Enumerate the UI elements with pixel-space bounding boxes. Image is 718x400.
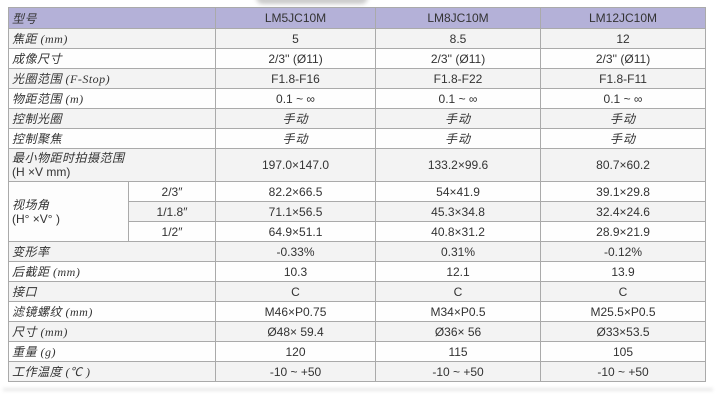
- spec-value: 197.0×147.0: [215, 148, 377, 182]
- header-model-label: 型号: [7, 7, 217, 29]
- spec-value: -0.12%: [540, 241, 707, 262]
- row-label: 接口: [7, 281, 217, 302]
- spec-value: M34×P0.5: [375, 301, 542, 322]
- spec-value: 12: [540, 28, 707, 49]
- row-label: 光圈范围 (F-Stop): [7, 68, 217, 89]
- spec-value: 71.1×56.5: [215, 201, 377, 222]
- spec-value: -10 ~ +50: [215, 361, 377, 382]
- spec-value: C: [215, 281, 377, 302]
- spec-value: -0.33%: [215, 241, 377, 262]
- fov-label-line1: 视场角: [12, 197, 50, 212]
- partial-element-fragment: [256, 0, 368, 4]
- row-operating-temp: 工作温度 (℃ ) -10 ~ +50 -10 ~ +50 -10 ~ +50: [7, 361, 707, 382]
- row-weight: 重量 (g) 120 115 105: [7, 341, 707, 362]
- spec-value: M46×P0.75: [215, 301, 377, 322]
- spec-value: 手动: [215, 108, 377, 129]
- spec-value: 手动: [375, 108, 542, 129]
- row-fov-1-1-8: 1/1.8″ 71.1×56.5 45.3×34.8 32.4×24.6: [9, 201, 707, 222]
- row-focal-length: 焦距 (mm) 5 8.5 12: [7, 28, 707, 49]
- row-dimensions: 尺寸 (mm) Ø48× 59.4 Ø36× 56 Ø33×53.5: [7, 321, 707, 342]
- row-label-line1: 最小物距时拍摄范围: [12, 151, 125, 165]
- row-distortion: 变形率 -0.33% 0.31% -0.12%: [7, 241, 707, 262]
- row-label: 控制光圈: [7, 108, 217, 129]
- row-label: 尺寸 (mm): [7, 321, 217, 342]
- spec-value: 12.1: [375, 261, 542, 282]
- spec-value: 64.9×51.1: [215, 221, 377, 242]
- spec-value: 40.8×31.2: [375, 221, 542, 242]
- spec-value: 2/3'' (Ø11): [375, 48, 542, 69]
- fov-sensor-size: 1/2″: [127, 221, 217, 242]
- row-back-focal: 后截距 (mm) 10.3 12.1 13.9: [7, 261, 707, 282]
- spec-value: Ø33×53.5: [540, 321, 707, 342]
- spec-value: 0.1 ~ ∞: [375, 88, 542, 109]
- row-image-size: 成像尺寸 2/3'' (Ø11) 2/3'' (Ø11) 2/3'' (Ø11): [7, 48, 707, 69]
- spec-value: 手动: [540, 128, 707, 149]
- spec-value: 39.1×29.8: [540, 181, 707, 202]
- fov-sensor-size: 1/1.8″: [127, 201, 217, 222]
- spec-value: 54×41.9: [375, 181, 542, 202]
- row-label: 物距范围 (m): [7, 88, 217, 109]
- fov-sensor-size: 2/3″: [127, 181, 217, 202]
- lens-spec-table: 型号 LM5JC10M LM8JC10M LM12JC10M 焦距 (mm) 5…: [7, 7, 707, 382]
- row-label: 焦距 (mm): [7, 28, 217, 49]
- row-fov-2-3: 视场角 (H° ×V° ) 2/3″ 82.2×66.5 54×41.9 39.…: [8, 181, 707, 242]
- header-model-lm12: LM12JC10M: [540, 7, 707, 29]
- row-label: 控制聚焦: [7, 128, 217, 149]
- row-fstop-range: 光圈范围 (F-Stop) F1.8-F16 F1.8-F22 F1.8-F11: [7, 68, 707, 89]
- spec-value: 45.3×34.8: [375, 201, 542, 222]
- spec-value: Ø36× 56: [375, 321, 542, 342]
- spec-value: 0.1 ~ ∞: [215, 88, 377, 109]
- spec-value: 0.1 ~ ∞: [540, 88, 707, 109]
- spec-value: 80.7×60.2: [540, 148, 707, 182]
- spec-value: 115: [375, 341, 542, 362]
- spec-value: 2/3'' (Ø11): [215, 48, 377, 69]
- spec-value: 手动: [540, 108, 707, 129]
- spec-value: 13.9: [540, 261, 707, 282]
- spec-value: 105: [540, 341, 707, 362]
- spec-value: 82.2×66.5: [215, 181, 377, 202]
- spec-value: 8.5: [375, 28, 542, 49]
- spec-value: F1.8-F11: [540, 68, 707, 89]
- header-model-lm5: LM5JC10M: [215, 7, 377, 29]
- spec-value: Ø48× 59.4: [215, 321, 377, 342]
- spec-value: 10.3: [215, 261, 377, 282]
- spec-value: 32.4×24.6: [540, 201, 707, 222]
- header-model-lm8: LM8JC10M: [375, 7, 542, 29]
- spec-value: C: [375, 281, 542, 302]
- fov-group-label: 视场角 (H° ×V° ): [8, 181, 129, 242]
- row-label-line2: (H ×V mm): [12, 165, 71, 179]
- spec-value: -10 ~ +50: [540, 361, 707, 382]
- row-filter-thread: 滤镜螺纹 (mm) M46×P0.75 M34×P0.5 M25.5×P0.5: [7, 301, 707, 322]
- spec-value: 手动: [215, 128, 377, 149]
- row-label: 最小物距时拍摄范围 (H ×V mm): [7, 148, 217, 182]
- spec-value: 手动: [375, 128, 542, 149]
- row-focus-control: 控制聚焦 手动 手动 手动: [7, 128, 707, 149]
- row-min-object-range: 最小物距时拍摄范围 (H ×V mm) 197.0×147.0 133.2×99…: [7, 148, 707, 182]
- table-drop-shadow: [3, 388, 713, 391]
- row-iris-control: 控制光圈 手动 手动 手动: [7, 108, 707, 129]
- spec-value: F1.8-F16: [215, 68, 377, 89]
- row-label: 重量 (g): [7, 341, 217, 362]
- fov-label-line2: (H° ×V° ): [12, 211, 60, 226]
- row-mount: 接口 C C C: [7, 281, 707, 302]
- spec-value: 28.9×21.9: [540, 221, 707, 242]
- row-label: 滤镜螺纹 (mm): [7, 301, 217, 322]
- row-label: 成像尺寸: [7, 48, 217, 69]
- spec-value: M25.5×P0.5: [540, 301, 707, 322]
- spec-value: 133.2×99.6: [375, 148, 542, 182]
- spec-value: 2/3'' (Ø11): [540, 48, 707, 69]
- spec-value: 120: [215, 341, 377, 362]
- row-label: 工作温度 (℃ ): [7, 361, 217, 382]
- row-object-distance: 物距范围 (m) 0.1 ~ ∞ 0.1 ~ ∞ 0.1 ~ ∞: [7, 88, 707, 109]
- spec-value: C: [540, 281, 707, 302]
- spec-value: 0.31%: [375, 241, 542, 262]
- spec-value: -10 ~ +50: [375, 361, 542, 382]
- row-label: 后截距 (mm): [7, 261, 217, 282]
- spec-value: 5: [215, 28, 377, 49]
- spec-value: F1.8-F22: [375, 68, 542, 89]
- row-label: 变形率: [7, 241, 217, 262]
- table-header-row: 型号 LM5JC10M LM8JC10M LM12JC10M: [7, 7, 707, 29]
